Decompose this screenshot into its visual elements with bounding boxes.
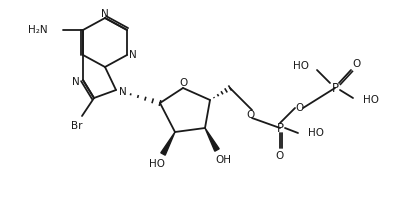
Text: P: P — [331, 82, 338, 95]
Text: O: O — [352, 59, 360, 69]
Text: HO: HO — [307, 128, 323, 138]
Polygon shape — [160, 132, 175, 155]
Polygon shape — [205, 128, 219, 151]
Text: H₂N: H₂N — [28, 25, 48, 35]
Text: HO: HO — [149, 159, 164, 169]
Text: O: O — [295, 103, 303, 113]
Text: O: O — [275, 151, 283, 161]
Text: Br: Br — [71, 121, 83, 131]
Text: N: N — [129, 50, 136, 60]
Text: O: O — [179, 78, 188, 88]
Text: O: O — [246, 110, 254, 120]
Text: P: P — [276, 122, 283, 135]
Text: HO: HO — [292, 61, 308, 71]
Text: N: N — [119, 87, 126, 97]
Text: OH: OH — [215, 155, 230, 165]
Text: N: N — [101, 9, 109, 19]
Text: N: N — [72, 77, 80, 87]
Text: HO: HO — [362, 95, 378, 105]
